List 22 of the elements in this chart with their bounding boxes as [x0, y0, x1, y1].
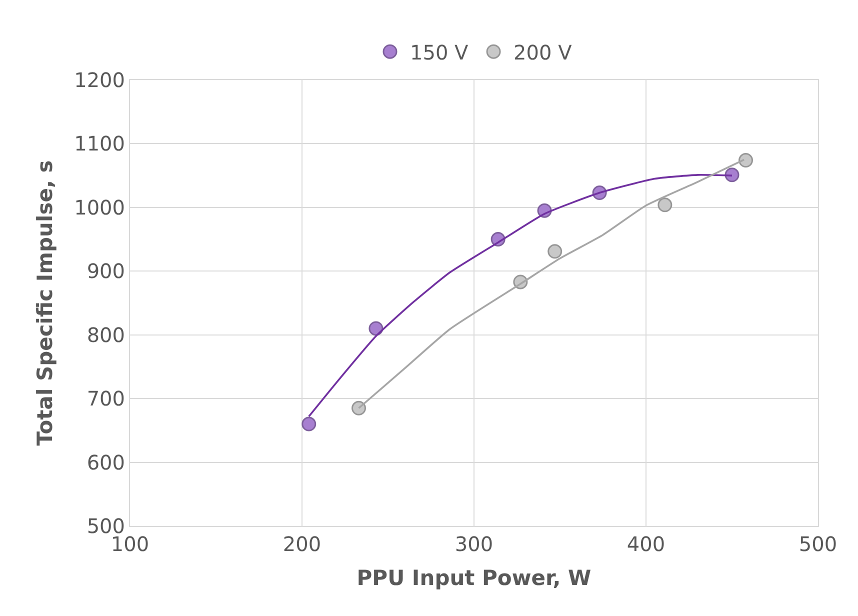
x-tick-label: 400	[626, 532, 666, 556]
point	[302, 416, 316, 432]
point	[738, 153, 754, 168]
point	[368, 321, 384, 336]
point	[548, 244, 562, 259]
point	[658, 198, 672, 212]
y-tick-label: 700	[86, 386, 125, 411]
x-tick-label: 200	[282, 532, 322, 556]
x-tick-label: 500	[798, 532, 838, 556]
y-tick-label: 900	[86, 259, 125, 284]
y-tick-label: 600	[86, 450, 125, 474]
x-axis-title: PPU Input Power, W	[356, 566, 592, 590]
x-tick-label: 300	[454, 532, 494, 556]
y-tick-label: 1000	[74, 195, 125, 220]
legend-label: 150 V	[410, 40, 469, 64]
y-tick-label: 1200	[74, 68, 125, 92]
legend-label: 200 V	[514, 40, 572, 64]
point	[352, 400, 366, 416]
y-axis-title: Total Specific Impulse, s	[33, 160, 58, 446]
y-tick-label: 1100	[74, 132, 125, 156]
y-tick-label: 800	[86, 322, 125, 347]
point	[724, 168, 740, 182]
